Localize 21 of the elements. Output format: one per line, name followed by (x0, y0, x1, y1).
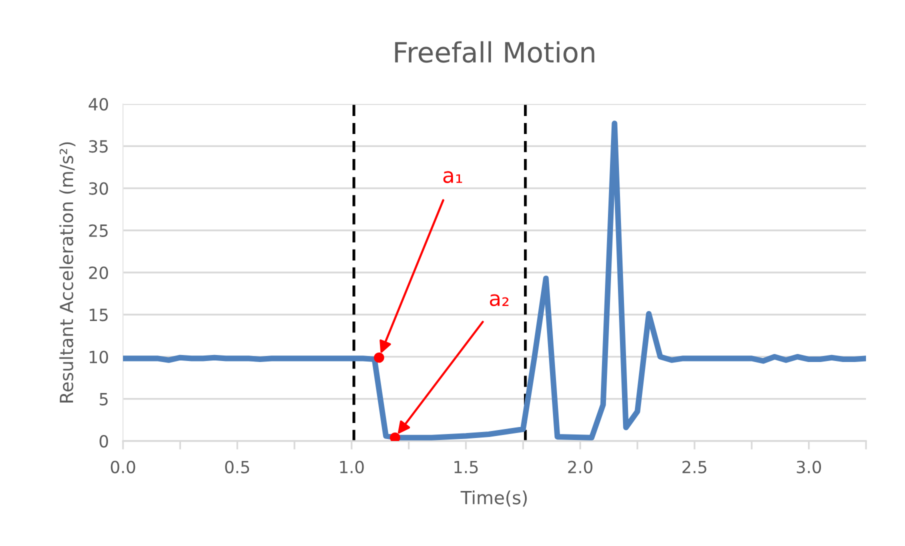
y-tick-label: 10 (90, 350, 108, 364)
annotation: a₂ (490, 294, 508, 306)
x-tick-label: 3.0 (796, 460, 821, 474)
x-tick-label: 0.0 (110, 460, 136, 474)
x-tick-label: 1.0 (340, 460, 364, 474)
y-tick-label: 0 (100, 434, 108, 448)
x-axis-title: Time(s) (460, 490, 527, 507)
x-tick-label: 1.5 (454, 460, 478, 474)
x-tick-label: 0.5 (225, 460, 250, 474)
annotation: a₁ (443, 171, 462, 184)
y-tick-label: 20 (89, 266, 108, 280)
y-tick-label: 35 (89, 140, 108, 153)
x-tick-label: 2.0 (568, 460, 592, 474)
x-tick-label: 2.5 (682, 460, 706, 474)
chart-title: Freefall Motion (395, 41, 594, 63)
y-tick-label: 40 (88, 98, 108, 111)
y-tick-label: 25 (89, 224, 108, 237)
y-tick-label: 30 (89, 182, 108, 195)
y-tick-label: 5 (100, 393, 108, 406)
y-tick-label: 15 (90, 308, 108, 322)
y-axis-title: Resultant Acceleration (m/s²) (59, 142, 76, 402)
